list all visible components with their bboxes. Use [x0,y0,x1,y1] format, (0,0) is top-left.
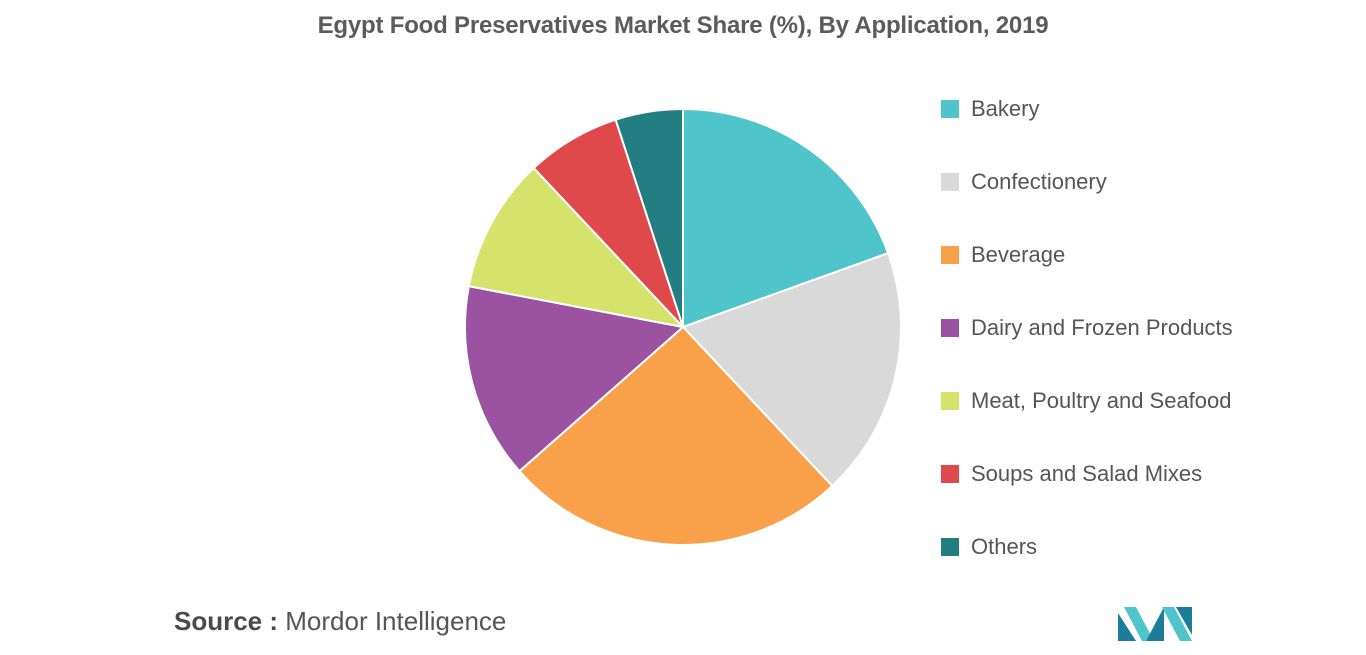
legend-swatch-meat-poultry-and-seafood [941,392,959,410]
legend-swatch-confectionery [941,173,959,191]
legend-swatch-others [941,538,959,556]
legend-label-bakery: Bakery [971,96,1040,121]
pie-slice-bakery [682,107,890,329]
legend-item-confectionery: Confectionery [941,167,1107,197]
legend-item-dairy-and-frozen-products: Dairy and Frozen Products [941,313,1233,343]
legend-label-others: Others [971,534,1038,559]
legend-label-beverage: Beverage [971,242,1066,267]
legend-label-soups-and-salad-mixes: Soups and Salad Mixes [971,461,1203,486]
pie-slice-others [614,107,684,328]
pie-slice-dairy-and-frozen-products [464,284,686,473]
mordor-intelligence-logo-icon [1118,607,1192,641]
legend-item-soups-and-salad-mixes: Soups and Salad Mixes [941,459,1202,489]
legend-label-confectionery: Confectionery [971,169,1107,194]
legend-label-dairy-and-frozen-products: Dairy and Frozen Products [971,315,1233,340]
legend-swatch-soups-and-salad-mixes [941,465,959,483]
pie-slice-confectionery [681,251,902,488]
legend-label-meat-poultry-and-seafood: Meat, Poultry and Seafood [971,388,1232,413]
legend-swatch-bakery [941,100,959,118]
legend-swatch-beverage [941,246,959,264]
source-note: Source : Mordor Intelligence [174,606,506,637]
pie-slice-meat-poultry-and-seafood [467,166,686,329]
legend-item-others: Others [941,532,1037,562]
legend-swatch-dairy-and-frozen-products [941,319,959,337]
legend-item-meat-poultry-and-seafood: Meat, Poultry and Seafood [941,386,1232,416]
source-prefix: Source : [174,606,279,636]
pie-slice-beverage [518,325,834,546]
legend-item-bakery: Bakery [941,94,1039,124]
source-text: Mordor Intelligence [278,606,507,636]
legend-item-beverage: Beverage [941,240,1065,270]
chart-title: Egypt Food Preservatives Market Share (%… [317,12,1049,39]
